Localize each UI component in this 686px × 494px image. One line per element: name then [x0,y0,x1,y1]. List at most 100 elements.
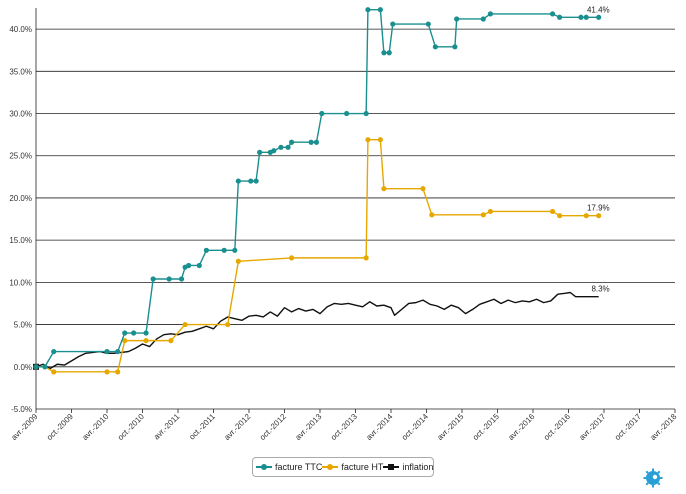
data-point-facture-ttc [253,178,259,184]
data-point-facture-ttc [131,330,137,336]
data-point-facture-ttc [386,50,392,56]
series-line-facture-ttc [36,8,599,368]
data-point-facture-ttc [196,262,202,269]
data-point-facture-ttc [122,330,128,336]
legend: facture TTC facture HT inflation [252,457,434,477]
data-point-facture-ttc [166,276,172,282]
data-point-facture-ttc [549,11,556,17]
x-axis: avr.-2009 oct.-2009 avr.-2010 oct.-2010 avr.… [9,8,679,442]
data-point-facture-ttc [390,21,396,27]
data-point-facture-ht [365,137,371,143]
data-point-facture-ttc [365,7,371,13]
x-tick-label: oct.-2016 [542,412,572,442]
data-point-facture-ttc [232,247,238,253]
y-tick-label: -5.0% [11,405,32,414]
data-point-facture-ht [115,369,121,375]
data-point-facture-ht [487,208,493,215]
legend-label-facture-ttc: facture TTC [275,462,323,472]
legend-label-facture-ht: facture HT [341,462,384,472]
data-point-facture-ht [122,338,128,344]
y-tick-label: 25.0% [9,152,32,161]
legend-item-facture-ht[interactable]: facture HT [322,462,383,472]
data-point-facture-ht [420,186,426,192]
y-tick-label: 5.0% [14,321,32,330]
data-point-facture-ttc [248,178,254,184]
y-tick-label: 0.0% [14,363,32,372]
x-tick-label: oct.-2011 [187,412,217,442]
legend-label-inflation: inflation [402,462,434,472]
y-tick-label: 15.0% [9,236,32,245]
data-point-facture-ttc [425,21,431,27]
facture-ttc-swatch-icon [256,463,272,471]
x-tick-label: oct.-2017 [613,412,643,442]
data-point-facture-ttc [203,247,209,253]
x-tick-label: avr.-2012 [222,412,252,442]
x-tick-label: oct.-2012 [258,412,288,442]
data-point-facture-ht [168,338,174,344]
plot-area: 8.3% 17.9% 41.4% [33,5,610,375]
x-tick-label: oct.-2013 [329,412,359,442]
data-point-facture-ttc [596,14,602,20]
data-point-facture-ttc [308,139,314,145]
data-point-facture-ttc [363,110,369,117]
data-point-facture-ttc [480,16,486,22]
data-point-facture-ht [596,213,602,219]
x-tick-label: avr.-2011 [152,412,182,442]
legend-item-inflation[interactable]: inflation [383,462,433,472]
y-axis: -5.0% 0.0% 5.0% 10.0% 15.0% 20.0% 25.0% 30.0% 35… [9,25,32,414]
gridlines [36,28,675,410]
data-point-facture-ht [289,255,295,261]
data-point-facture-ttc [454,16,460,22]
data-point-facture-ttc [381,50,387,56]
data-point-facture-ttc [143,330,149,336]
data-point-facture-ht [583,213,589,219]
x-tick-label: avr.-2009 [9,412,39,442]
data-point-facture-ttc [452,44,458,50]
data-point-facture-ttc [104,348,110,355]
app-logo-icon[interactable] [643,468,663,488]
data-point-facture-ttc [285,144,291,150]
data-point-facture-ht [429,212,435,218]
x-tick-label: avr.-2014 [364,412,394,442]
data-point-facture-ttc [150,276,156,282]
data-point-facture-ttc [583,14,589,20]
data-point-facture-ttc [178,276,185,282]
data-point-facture-ht [235,258,241,264]
data-point-facture-ttc [432,44,438,50]
x-tick-label: avr.-2016 [506,412,536,442]
facture-ht-swatch-icon [322,463,339,471]
data-point-facture-ttc [313,139,320,145]
y-tick-label: 35.0% [9,67,32,76]
data-point-facture-ht [51,369,57,375]
x-tick-label: avr.-2018 [648,412,678,442]
legend-item-facture-ttc[interactable]: facture TTC [256,462,322,472]
data-point-facture-ttc [186,262,192,269]
data-point-facture-ht [557,213,563,219]
data-point-facture-ht [143,338,149,344]
y-tick-label: 20.0% [9,194,32,203]
data-point-facture-ht [381,186,387,192]
data-point-facture-ttc [557,14,563,20]
x-tick-label: avr.-2015 [435,412,465,442]
data-point-facture-ttc [278,144,284,150]
data-point-facture-ttc [221,247,227,253]
x-tick-label: avr.-2010 [80,412,110,442]
data-point-facture-ttc [487,11,493,17]
data-point-facture-ttc [289,139,295,145]
y-tick-label: 10.0% [9,278,32,287]
data-point-facture-ht [549,208,556,215]
data-point-facture-ttc [319,110,325,117]
end-label-facture-ttc: 41.4% [587,5,610,14]
data-point-facture-ttc [271,148,277,154]
data-point-facture-ttc [578,14,584,20]
x-tick-label: oct.-2014 [400,412,430,442]
data-point-facture-ht [377,137,383,143]
series-line-inflation [35,291,599,370]
data-point-facture-ht [104,369,110,375]
data-point-facture-ttc [51,348,57,355]
x-tick-label: avr.-2013 [293,412,323,442]
data-point-facture-ht [182,321,188,328]
data-point-facture-ttc [115,348,121,355]
data-point-facture-ttc [42,364,48,370]
